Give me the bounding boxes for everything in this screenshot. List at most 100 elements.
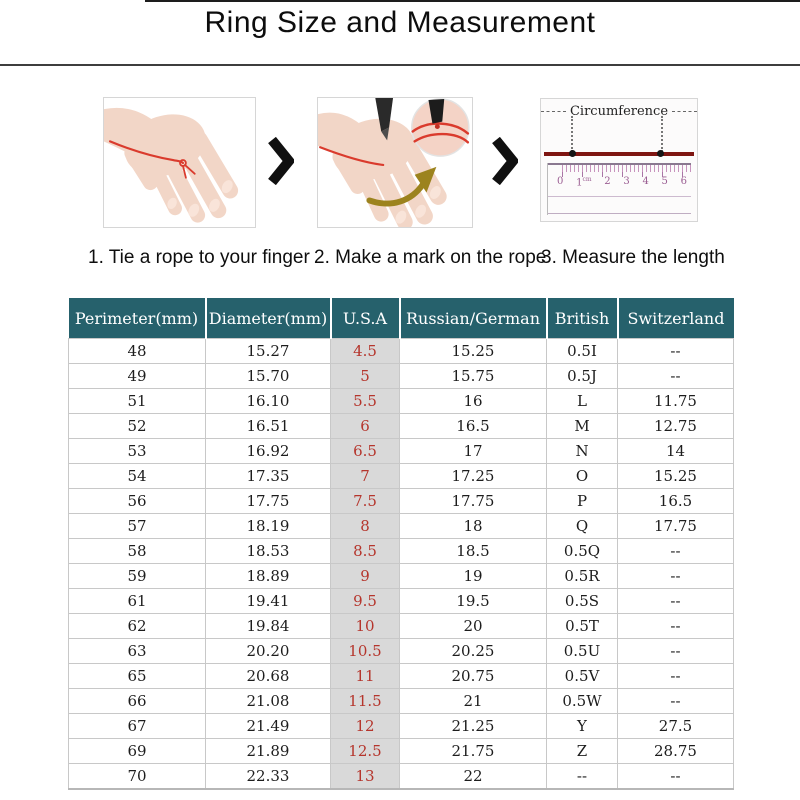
cell-switzerland: -- [617, 538, 734, 564]
ruler-number: 6 [680, 176, 687, 187]
ruler-number: 4 [642, 176, 649, 187]
cell-russian-german: 20 [399, 613, 547, 639]
hand-with-pen-illustration [318, 98, 470, 227]
step1-caption: 1. Tie a rope to your finger [88, 247, 310, 268]
cell-diameter-mm: 15.27 [205, 338, 331, 364]
cell-perimeter-mm: 63 [68, 638, 206, 664]
column-header-british: British [545, 298, 618, 339]
rope-line [544, 150, 694, 157]
page-title: Ring Size and Measurement [204, 6, 596, 39]
table-body: 48 15.27 4.5 15.25 0.5I -- 49 15.70 5 15.75 0.5J --… [68, 338, 734, 790]
cell-russian-german: 21.75 [399, 738, 547, 764]
ring-size-table: Perimeter(mm) Diameter(mm) U.S.A Russian/Ge… [68, 298, 734, 790]
cell-british: L [546, 388, 618, 414]
cell-british: 0.5I [546, 338, 618, 364]
cell-u-s-a: 4.5 [330, 338, 400, 364]
chevron-right-icon [268, 136, 296, 186]
cell-perimeter-mm: 56 [68, 488, 206, 514]
cell-russian-german: 16.5 [399, 413, 547, 439]
curved-arrow-icon [366, 181, 426, 207]
table-row: 53 16.92 6.5 17 N 14 [68, 438, 734, 464]
cell-u-s-a: 6.5 [330, 438, 400, 464]
cell-british: 0.5W [546, 688, 618, 714]
cell-perimeter-mm: 65 [68, 663, 206, 689]
table-row: 67 21.49 12 21.25 Y 27.5 [68, 713, 734, 739]
circumference-label-row: Circumference [541, 104, 697, 119]
cell-diameter-mm: 17.35 [205, 463, 331, 489]
cell-british: O [546, 463, 618, 489]
cell-diameter-mm: 21.49 [205, 713, 331, 739]
table-row: 52 16.51 6 16.5 M 12.75 [68, 413, 734, 439]
cell-russian-german: 17 [399, 438, 547, 464]
table-row: 58 18.53 8.5 18.5 0.5Q -- [68, 538, 734, 564]
cell-switzerland: 14 [617, 438, 734, 464]
dashed-marker-line [661, 116, 663, 152]
zoom-inset-circle [411, 98, 470, 157]
cell-u-s-a: 8.5 [330, 538, 400, 564]
cell-russian-german: 20.25 [399, 638, 547, 664]
cell-perimeter-mm: 48 [68, 338, 206, 364]
cell-u-s-a: 10.5 [330, 638, 400, 664]
cell-diameter-mm: 18.89 [205, 563, 331, 589]
chevron-right-icon [492, 136, 520, 186]
table-row: 54 17.35 7 17.25 O 15.25 [68, 463, 734, 489]
cell-switzerland: 27.5 [617, 713, 734, 739]
cell-switzerland: -- [617, 638, 734, 664]
cell-british: 0.5T [546, 613, 618, 639]
cell-diameter-mm: 20.68 [205, 663, 331, 689]
cell-diameter-mm: 16.92 [205, 438, 331, 464]
dash-line [541, 111, 566, 112]
cell-british: P [546, 488, 618, 514]
cell-russian-german: 16 [399, 388, 547, 414]
ruler: 0 1cm 2 3 4 5 6 [547, 163, 691, 215]
cell-perimeter-mm: 51 [68, 388, 206, 414]
cell-u-s-a: 7.5 [330, 488, 400, 514]
step3-measure-ruler-diagram: Circumference 0 1cm 2 3 4 5 6 [540, 98, 698, 222]
cell-perimeter-mm: 59 [68, 563, 206, 589]
cell-u-s-a: 5.5 [330, 388, 400, 414]
table-row: 48 15.27 4.5 15.25 0.5I -- [68, 338, 734, 364]
cell-u-s-a: 12.5 [330, 738, 400, 764]
cell-diameter-mm: 20.20 [205, 638, 331, 664]
cell-diameter-mm: 15.70 [205, 363, 331, 389]
mark-dot [657, 150, 664, 157]
cell-diameter-mm: 19.84 [205, 613, 331, 639]
cell-russian-german: 19.5 [399, 588, 547, 614]
table-row: 59 18.89 9 19 0.5R -- [68, 563, 734, 589]
table-row: 63 20.20 10.5 20.25 0.5U -- [68, 638, 734, 664]
cell-perimeter-mm: 58 [68, 538, 206, 564]
cell-u-s-a: 11 [330, 663, 400, 689]
cell-diameter-mm: 16.51 [205, 413, 331, 439]
table-header-row: Perimeter(mm) Diameter(mm) U.S.A Russian/Ge… [68, 298, 734, 339]
ruler-numbers: 0 1cm 2 3 4 5 6 [548, 176, 691, 188]
ruler-ticks [548, 163, 691, 177]
ruler-number: 0 [557, 176, 564, 187]
cell-russian-german: 17.75 [399, 488, 547, 514]
cell-switzerland: 11.75 [617, 388, 734, 414]
cell-perimeter-mm: 62 [68, 613, 206, 639]
cell-british: 0.5U [546, 638, 618, 664]
cell-u-s-a: 10 [330, 613, 400, 639]
cell-switzerland: 17.75 [617, 513, 734, 539]
cell-russian-german: 21.25 [399, 713, 547, 739]
cell-british: -- [546, 763, 618, 790]
cell-u-s-a: 5 [330, 363, 400, 389]
cell-switzerland: 15.25 [617, 463, 734, 489]
cell-switzerland: 12.75 [617, 413, 734, 439]
cell-british: 0.5R [546, 563, 618, 589]
cell-british: N [546, 438, 618, 464]
ruler-line [548, 213, 691, 214]
cell-u-s-a: 13 [330, 763, 400, 790]
cell-diameter-mm: 19.41 [205, 588, 331, 614]
step1-hand-with-string-photo [103, 97, 256, 228]
table-row: 61 19.41 9.5 19.5 0.5S -- [68, 588, 734, 614]
cell-diameter-mm: 17.75 [205, 488, 331, 514]
cell-british: 0.5V [546, 663, 618, 689]
step2-mark-rope-photo [317, 97, 473, 228]
table-row: 70 22.33 13 22 -- -- [68, 763, 734, 790]
cell-perimeter-mm: 66 [68, 688, 206, 714]
step3-caption: 3. Measure the length [541, 247, 725, 268]
cell-diameter-mm: 18.53 [205, 538, 331, 564]
cell-british: Y [546, 713, 618, 739]
